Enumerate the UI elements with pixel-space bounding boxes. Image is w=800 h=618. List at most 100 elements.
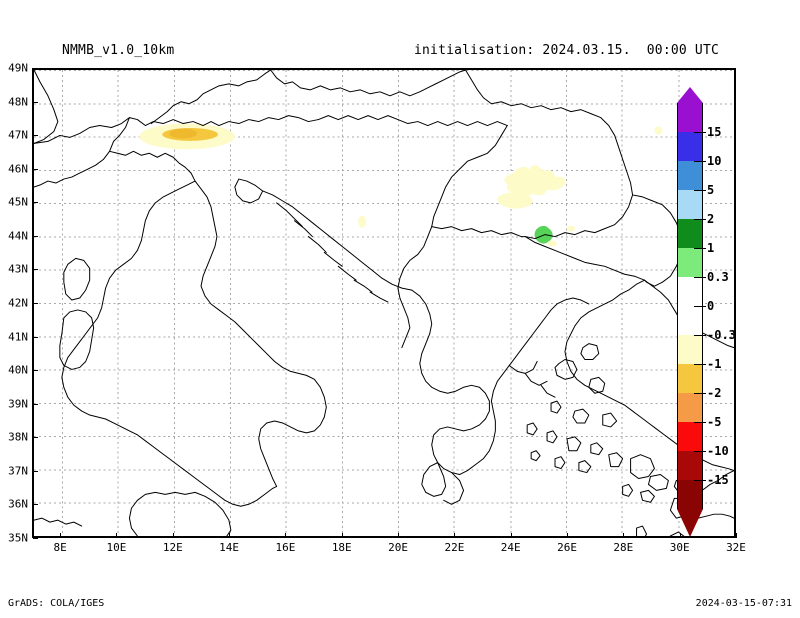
colorbar-band xyxy=(677,422,703,451)
colorbar-tick-label: -5 xyxy=(707,415,722,429)
colorbar-tick-label: -2 xyxy=(707,386,722,400)
y-axis-tick-mark xyxy=(33,336,38,338)
colorbar-tick-label: -10 xyxy=(707,444,729,458)
colorbar-band xyxy=(677,335,703,364)
x-axis-tick-mark xyxy=(510,533,512,538)
colorbar-band xyxy=(677,393,703,422)
x-axis-tick-label: 28E xyxy=(613,541,634,554)
colorbar-band xyxy=(677,219,703,248)
x-axis-tick-label: 8E xyxy=(53,541,67,554)
x-axis-tick-label: 26E xyxy=(557,541,577,554)
colorbar-band xyxy=(677,248,703,277)
y-axis-tick-mark xyxy=(33,437,38,439)
x-axis-tick-label: 10E xyxy=(106,541,127,554)
y-axis-tick-label: 48N xyxy=(8,95,28,109)
colorbar-tick-mark xyxy=(694,132,706,133)
colorbar-band xyxy=(677,306,703,335)
y-axis-tick-label: 39N xyxy=(8,397,28,411)
y-axis-tick-label: 35N xyxy=(8,531,28,545)
y-axis-tick-label: 46N xyxy=(8,162,28,176)
colorbar-band xyxy=(677,161,703,190)
colorbar-tick-label: -0.3 xyxy=(707,328,736,342)
model-name: NMMB_v1.0_10km xyxy=(62,43,175,58)
x-axis-tick-mark xyxy=(116,533,118,538)
y-axis-tick-mark xyxy=(33,235,38,237)
colorbar-strip xyxy=(677,87,703,537)
colorbar-band xyxy=(677,277,703,306)
colorbar-tick-mark xyxy=(694,248,706,249)
y-axis-tick-label: 43N xyxy=(8,262,28,276)
colorbar-tick-mark xyxy=(694,161,706,162)
x-axis-tick-mark xyxy=(398,533,400,538)
y-axis-tick-label: 41N xyxy=(8,330,28,344)
colorbar-band xyxy=(677,451,703,480)
y-axis-tick-mark xyxy=(33,269,38,271)
x-axis-tick-mark xyxy=(736,533,737,538)
colorbar-tick-label: 15 xyxy=(707,125,722,139)
y-axis-tick-label: 37N xyxy=(8,464,28,478)
x-axis-tick-label: 18E xyxy=(331,541,352,554)
snow-accumulation-shading xyxy=(139,123,663,247)
colorbar-band xyxy=(677,364,703,393)
y-axis-tick-mark xyxy=(33,202,38,204)
y-axis-tick-mark xyxy=(33,135,38,137)
y-axis-tick-label: 38N xyxy=(8,430,28,444)
x-axis-tick-label: 16E xyxy=(275,541,296,554)
colorbar-tick-label: 1 xyxy=(707,241,715,255)
x-axis-tick-mark xyxy=(341,533,343,538)
y-axis-tick-mark xyxy=(33,168,38,170)
y-axis-tick-label: 44N xyxy=(8,229,28,243)
colorbar-band xyxy=(677,480,703,509)
y-axis-tick-mark xyxy=(33,538,38,539)
initialisation-time: initialisation: 2024.03.15. 00:00 UTC xyxy=(414,43,720,58)
attribution-text: GrADS: COLA/IGES xyxy=(8,598,105,609)
colorbar-band xyxy=(677,190,703,219)
y-axis-tick-mark xyxy=(33,470,38,472)
colorbar-tick-mark xyxy=(694,335,706,336)
y-axis-tick-label: 45N xyxy=(8,195,28,209)
generation-timestamp: 2024-03-15-07:31 xyxy=(695,598,792,609)
graticule-gridlines xyxy=(34,70,734,536)
colorbar-tick-mark xyxy=(694,451,706,452)
y-axis-tick-mark xyxy=(33,68,38,69)
y-axis-tick-label: 47N xyxy=(8,128,28,142)
colorbar-tick-mark xyxy=(694,190,706,191)
x-axis-tick-label: 14E xyxy=(219,541,240,554)
map-frame xyxy=(32,68,736,538)
colorbar-tick-mark xyxy=(694,219,706,220)
colorbar-tick-mark xyxy=(694,364,706,365)
y-axis-tick-label: 42N xyxy=(8,296,28,310)
x-axis-tick-mark xyxy=(285,533,287,538)
colorbar-tick-mark xyxy=(694,277,706,278)
colorbar-tick-mark xyxy=(694,393,706,394)
x-axis-tick-mark xyxy=(229,533,231,538)
y-axis-tick-mark xyxy=(33,403,38,405)
y-axis-tick-label: 49N xyxy=(8,61,28,75)
colorbar-tick-label: -1 xyxy=(707,357,722,371)
colorbar-tick-label: 2 xyxy=(707,212,715,226)
x-axis-tick-mark xyxy=(567,533,569,538)
colorbar-tick-label: 5 xyxy=(707,183,715,197)
colorbar-band xyxy=(677,132,703,161)
y-axis-tick-mark xyxy=(33,101,38,103)
x-axis-tick-mark xyxy=(623,533,625,538)
colorbar-tick-label: 0.3 xyxy=(707,270,729,284)
coastline-and-border-paths xyxy=(34,70,734,536)
colorbar-over-range-arrow xyxy=(677,87,703,103)
colorbar-under-range-arrow xyxy=(677,509,703,537)
colorbar-tick-label: 0 xyxy=(707,299,715,313)
colorbar-tick-label: 10 xyxy=(707,154,722,168)
colorbar-band xyxy=(677,103,703,132)
x-axis-tick-label: 20E xyxy=(388,541,409,554)
x-axis-tick-label: 32E xyxy=(726,541,746,554)
x-axis-tick-mark xyxy=(60,533,62,538)
y-axis-tick-mark xyxy=(33,303,38,304)
y-axis-tick-mark xyxy=(33,370,38,372)
colorbar-tick-mark xyxy=(694,422,706,423)
y-axis-tick-mark xyxy=(33,504,38,506)
x-axis-tick-label: 30E xyxy=(669,541,690,554)
x-axis-tick-mark xyxy=(454,533,456,538)
colorbar-tick-mark xyxy=(694,480,706,481)
x-axis-tick-label: 22E xyxy=(444,541,465,554)
colorbar-tick-mark xyxy=(694,306,706,307)
